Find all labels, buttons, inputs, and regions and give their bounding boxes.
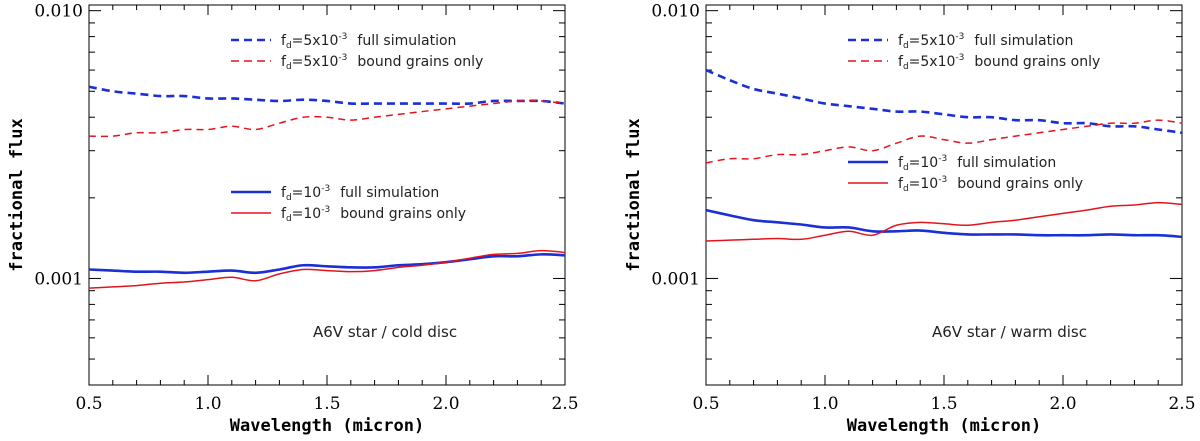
axis-ticks: 0.5 1.0 1.5 2.0 2.5 0.001 0.010 bbox=[651, 2, 1195, 414]
legend: fd=5x10-3 full simulation fd=5x10-3 bound g… bbox=[848, 32, 1100, 194]
series-line bbox=[705, 68, 1183, 135]
series-line bbox=[88, 99, 566, 138]
series-group bbox=[705, 68, 1183, 242]
panel-annotation: A6V star / warm disc bbox=[932, 323, 1087, 341]
x-tick-label: 1.5 bbox=[313, 394, 340, 414]
y-tick-label: 0.001 bbox=[651, 269, 700, 289]
legend-entry: fd=5x10-3 full simulation bbox=[898, 32, 1073, 51]
x-tick-label: 1.0 bbox=[194, 394, 221, 414]
panel-annotation: A6V star / cold disc bbox=[313, 323, 457, 341]
legend-entry: fd=5x10-3 full simulation bbox=[281, 32, 456, 51]
series-line bbox=[88, 253, 566, 275]
panel-warm-disc: 0.5 1.0 1.5 2.0 2.5 0.001 0.010 fd=5x10-3 full … bbox=[624, 2, 1196, 436]
x-tick-label: 2.0 bbox=[1049, 394, 1076, 414]
x-tick-label: 1.0 bbox=[811, 394, 838, 414]
y-tick-label: 0.010 bbox=[651, 2, 700, 22]
axis-ticks: 0.5 1.0 1.5 2.0 2.5 0.001 0.010 bbox=[34, 2, 578, 414]
series-line bbox=[88, 249, 566, 289]
x-tick-label: 1.5 bbox=[930, 394, 957, 414]
legend-entry: fd=5x10-3 bound grains only bbox=[281, 53, 483, 72]
y-axis-title: fractional flux bbox=[7, 118, 27, 272]
x-axis-title: Wavelength (micron) bbox=[230, 416, 424, 436]
x-tick-label: 2.5 bbox=[1168, 394, 1195, 414]
legend-entry: fd=10-3 full simulation bbox=[281, 184, 439, 203]
y-tick-label: 0.010 bbox=[34, 2, 83, 22]
legend: fd=5x10-3 full simulation fd=5x10-3 bound g… bbox=[231, 32, 483, 224]
x-tick-label: 2.0 bbox=[432, 394, 459, 414]
y-axis-title: fractional flux bbox=[624, 118, 644, 272]
series-line bbox=[705, 201, 1183, 242]
legend-entry: fd=10-3 full simulation bbox=[898, 154, 1056, 173]
legend-entry: fd=10-3 bound grains only bbox=[281, 205, 466, 224]
x-tick-label: 0.5 bbox=[75, 394, 102, 414]
series-line bbox=[88, 85, 566, 106]
series-line bbox=[705, 119, 1183, 164]
y-tick-label: 0.001 bbox=[34, 269, 83, 289]
series-line bbox=[705, 208, 1183, 239]
series-group bbox=[88, 85, 566, 289]
legend-entry: fd=10-3 bound grains only bbox=[898, 175, 1083, 194]
x-tick-label: 2.5 bbox=[551, 394, 578, 414]
legend-entry: fd=5x10-3 bound grains only bbox=[898, 53, 1100, 72]
x-axis-title: Wavelength (micron) bbox=[847, 416, 1041, 436]
x-tick-label: 0.5 bbox=[692, 394, 719, 414]
panel-cold-disc: 0.5 1.0 1.5 2.0 2.5 0.001 0.010 fd=5x10-3 full … bbox=[7, 2, 579, 436]
